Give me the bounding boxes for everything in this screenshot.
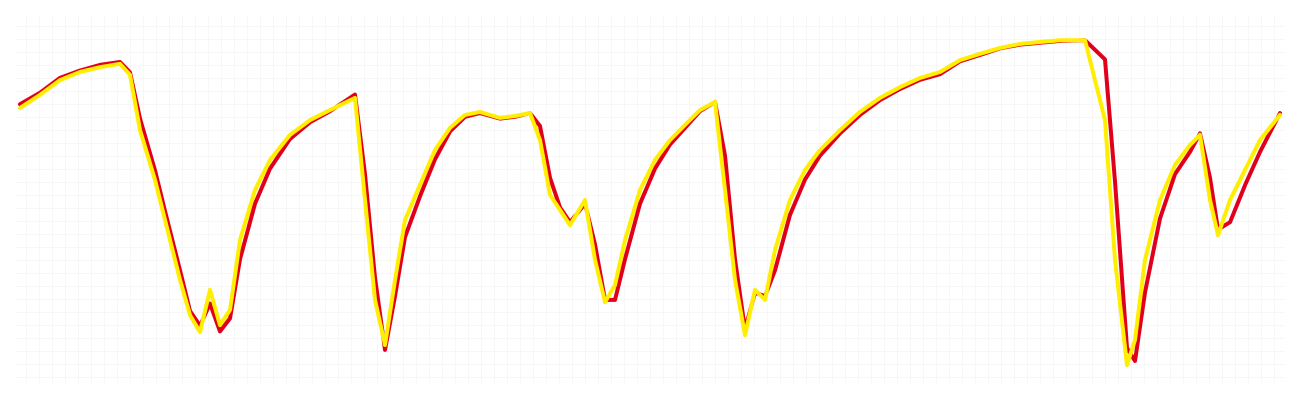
series-line bbox=[18, 38, 1282, 367]
series-line bbox=[18, 38, 1282, 363]
